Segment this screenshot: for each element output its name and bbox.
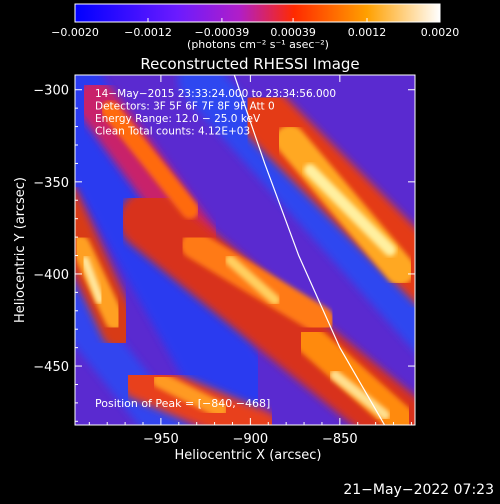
heatmap-image (75, 75, 415, 425)
y-axis-label: Heliocentric Y (arcsec) (13, 177, 28, 323)
x-tick-label: −850 (322, 432, 358, 447)
x-tick-label: −900 (233, 432, 269, 447)
annotation-line: 14−May−2015 23:33:24.000 to 23:34:56.000 (95, 88, 336, 100)
heatmap-bands (75, 75, 415, 425)
x-tick-label: −950 (143, 432, 179, 447)
heatmap-band (295, 325, 415, 425)
x-axis-label: Heliocentric X (arcsec) (175, 448, 322, 463)
colorbar-tick-label: 0.0020 (421, 26, 460, 39)
colorbar-ticks: −0.0020 −0.0012 −0.00039 0.00039 0.0012 0.002… (51, 18, 459, 39)
solar-limb (233, 75, 386, 425)
heatmap-band (304, 164, 396, 256)
heatmap-band (152, 372, 228, 418)
heatmap-band (81, 256, 104, 304)
colorbar-tick-label: −0.0012 (124, 26, 172, 39)
heatmap-band (101, 101, 199, 219)
colorbar-tick-label: 0.0012 (348, 26, 387, 39)
observation-annotations: 14−May−2015 23:33:24.000 to 23:34:56.000… (95, 88, 336, 138)
heatmap-band (75, 281, 190, 425)
y-tick-label: −350 (33, 176, 69, 191)
y-axis-ticks: −300 −350 −400 −450 (33, 84, 415, 422)
colorbar-gradient (74, 3, 441, 23)
annotation-line: Detectors: 3F 5F 6F 7F 8F 9F Att 0 (95, 101, 275, 113)
colorbar-tick-label: −0.0020 (51, 26, 99, 39)
annotation-line: Clean Total counts: 4.12E+03 (95, 126, 250, 138)
plot-frame (74, 74, 416, 426)
y-tick-label: −450 (33, 360, 69, 375)
heatmap-band (330, 370, 390, 420)
annotation-line: Energy Range: 12.0 − 25.0 keV (95, 113, 261, 125)
colorbar-unit-label: (photons cm⁻² s⁻¹ asec⁻²) (187, 38, 329, 51)
colorbar-tick-label: −0.00039 (195, 26, 250, 39)
heatmap-band (225, 255, 280, 305)
peak-position-label: Position of Peak = [−840,−468] (95, 397, 270, 410)
date-stamp: 21−May−2022 07:23 (343, 482, 494, 498)
chart-title: Reconstructed RHESSI Image (140, 55, 359, 73)
colorbar-tick-label: 0.00039 (270, 26, 316, 39)
x-axis-ticks: −950 −900 −850 (88, 75, 412, 447)
y-tick-label: −400 (33, 268, 69, 283)
y-tick-label: −300 (33, 84, 69, 99)
limb-line (233, 75, 386, 425)
